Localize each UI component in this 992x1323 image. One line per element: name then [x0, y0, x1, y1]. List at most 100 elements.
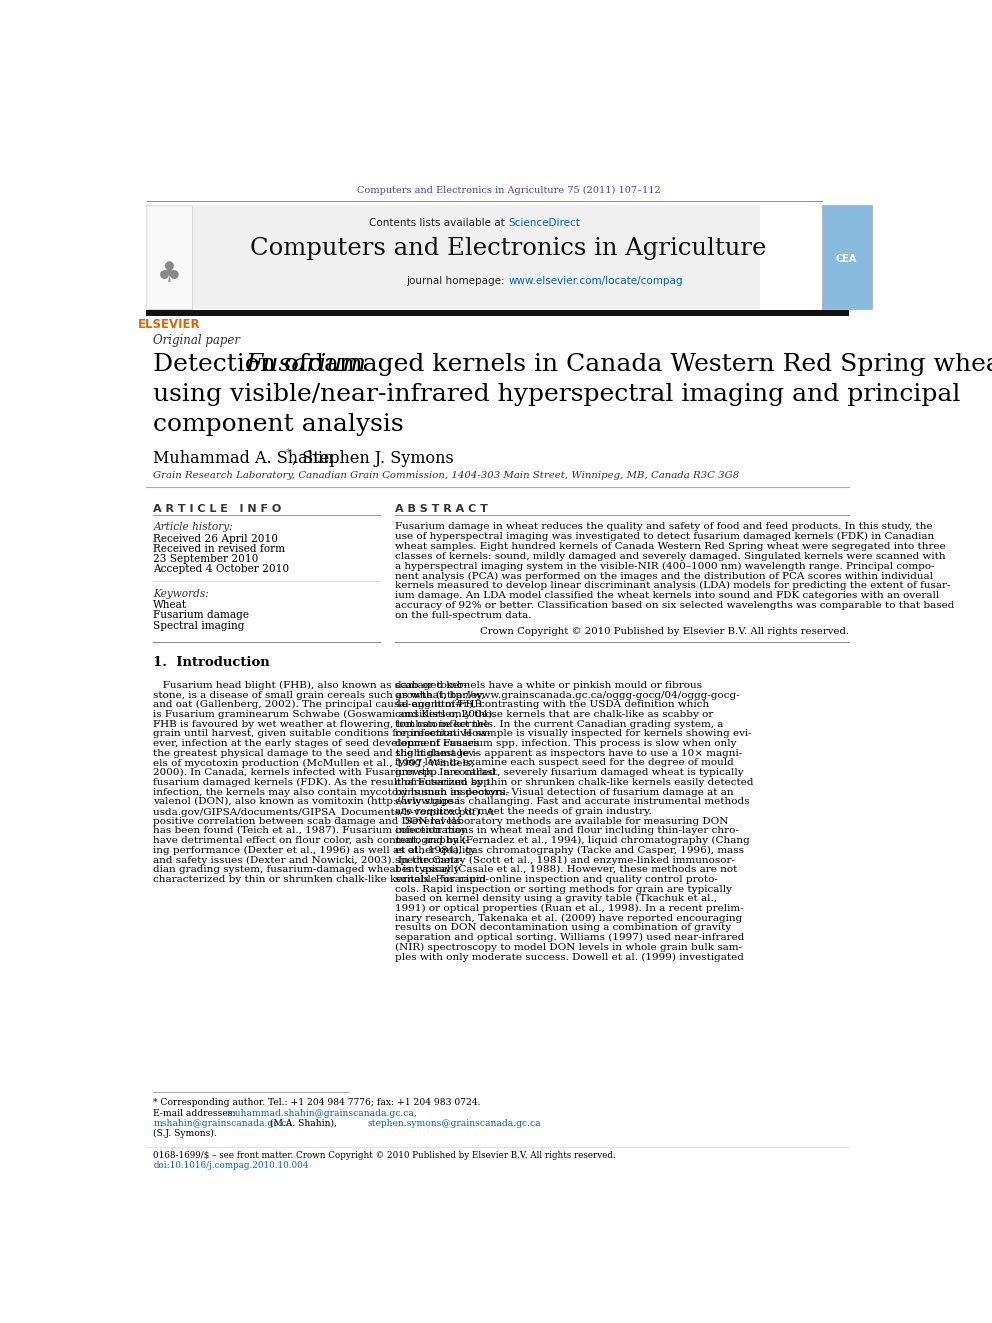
- Bar: [192, 205, 760, 308]
- Text: positive correlation between scab damage and DON levels: positive correlation between scab damage…: [154, 816, 461, 826]
- Text: results on DON decontamination using a combination of gravity: results on DON decontamination using a c…: [395, 923, 731, 933]
- Text: Grain Research Laboratory, Canadian Grain Commission, 1404-303 Main Street, Winn: Grain Research Laboratory, Canadian Grai…: [154, 471, 740, 480]
- Text: A R T I C L E   I N F O: A R T I C L E I N F O: [154, 504, 282, 513]
- Bar: [821, 205, 872, 308]
- Text: ever, infection at the early stages of seed development causes: ever, infection at the early stages of s…: [154, 740, 479, 747]
- Text: cols. Rapid inspection or sorting methods for grain are typically: cols. Rapid inspection or sorting method…: [395, 885, 732, 893]
- Text: characterized by thin or shrunken chalk-like kernels. Fusarium-: characterized by thin or shrunken chalk-…: [154, 875, 489, 884]
- Text: 2000). In Canada, kernels infected with Fusarium spp. are called: 2000). In Canada, kernels infected with …: [154, 769, 496, 778]
- Text: www.elsevier.com/locate/compag: www.elsevier.com/locate/compag: [509, 275, 682, 286]
- Text: doi:10.1016/j.compag.2010.10.004: doi:10.1016/j.compag.2010.10.004: [154, 1162, 309, 1171]
- Text: suitable for rapid online inspection and quality control proto-: suitable for rapid online inspection and…: [395, 875, 718, 884]
- Text: 1.  Introduction: 1. Introduction: [154, 656, 270, 669]
- Text: inary research, Takenaka et al. (2009) have reported encouraging: inary research, Takenaka et al. (2009) h…: [395, 914, 742, 923]
- Text: Computers and Electronics in Agriculture 75 (2011) 107–112: Computers and Electronics in Agriculture…: [356, 185, 661, 194]
- Text: ♣: ♣: [157, 261, 182, 288]
- Text: , Stephen J. Symons: , Stephen J. Symons: [292, 450, 453, 467]
- Text: Accepted 4 October 2010: Accepted 4 October 2010: [154, 564, 290, 574]
- Text: the greatest physical damage to the seed and the highest lev-: the greatest physical damage to the seed…: [154, 749, 478, 758]
- Text: have detrimental effect on flour color, ash content, and bak-: have detrimental effect on flour color, …: [154, 836, 469, 845]
- Text: 1991) or optical properties (Ruan et al., 1998). In a recent prelim-: 1991) or optical properties (Ruan et al.…: [395, 904, 744, 913]
- Text: Received 26 April 2010: Received 26 April 2010: [154, 533, 279, 544]
- Text: characterized by thin or shrunken chalk-like kernels easily detected: characterized by thin or shrunken chalk-…: [395, 778, 754, 787]
- Text: Fusarium damage in wheat reduces the quality and safety of food and feed product: Fusarium damage in wheat reduces the qua…: [395, 523, 932, 532]
- Text: is Fusarium graminearum Schwabe (Goswami and Kistler, 2004).: is Fusarium graminearum Schwabe (Goswami…: [154, 710, 496, 720]
- Text: dian grading system, fusarium-damaged wheat is typically: dian grading system, fusarium-damaged wh…: [154, 865, 460, 875]
- Text: Spectral imaging: Spectral imaging: [154, 620, 245, 631]
- Text: Fusarium damage: Fusarium damage: [154, 610, 249, 620]
- Text: separation and optical sorting. Williams (1997) used near-infrared: separation and optical sorting. Williams…: [395, 933, 745, 942]
- Text: ples with only moderate success. Dowell et al. (1999) investigated: ples with only moderate success. Dowell …: [395, 953, 744, 962]
- Text: Wheat: Wheat: [154, 599, 187, 610]
- Text: infection, the kernels may also contain mycotoxins such as deoxyni-: infection, the kernels may also contain …: [154, 787, 510, 796]
- Text: Detection of: Detection of: [154, 353, 316, 376]
- Text: els of mycotoxin production (McMullen et al., 1997; Windels,: els of mycotoxin production (McMullen et…: [154, 758, 475, 767]
- Text: using visible/near-infrared hyperspectral imaging and principal: using visible/near-infrared hyperspectra…: [154, 382, 961, 406]
- Text: Contents lists available at: Contents lists available at: [369, 218, 509, 228]
- Text: (S.J. Symons).: (S.J. Symons).: [154, 1129, 217, 1138]
- Text: accuracy of 92% or better. Classification based on six selected wavelengths was : accuracy of 92% or better. Classificatio…: [395, 601, 954, 610]
- Text: Muhammad A. Shahin: Muhammad A. Shahin: [154, 450, 339, 467]
- Text: * Corresponding author. Tel.: +1 204 984 7776; fax: +1 204 983 0724.: * Corresponding author. Tel.: +1 204 984…: [154, 1098, 481, 1107]
- Text: kernels measured to develop linear discriminant analysis (LDA) models for predic: kernels measured to develop linear discr…: [395, 581, 950, 590]
- Bar: [146, 311, 849, 316]
- Text: ium damage. An LDA model classified the wheat kernels into sound and FDK categor: ium damage. An LDA model classified the …: [395, 591, 939, 601]
- Text: Crown Copyright © 2010 Published by Elsevier B.V. All rights reserved.: Crown Copyright © 2010 Published by Else…: [480, 627, 849, 636]
- Text: on the full-spectrum data.: on the full-spectrum data.: [395, 611, 532, 620]
- Text: Computers and Electronics in Agriculture: Computers and Electronics in Agriculture: [250, 237, 767, 261]
- Text: fusarium damaged kernels (FDK). As the result of Fusarium spp.: fusarium damaged kernels (FDK). As the r…: [154, 778, 494, 787]
- Text: by human inspectors. Visual detection of fusarium damage at an: by human inspectors. Visual detection of…: [395, 787, 734, 796]
- Text: grain until harvest, given suitable conditions for infection. How-: grain until harvest, given suitable cond…: [154, 729, 491, 738]
- Text: ELSEVIER: ELSEVIER: [138, 318, 200, 331]
- Text: mshahin@grainscanada.gc.ca: mshahin@grainscanada.gc.ca: [154, 1119, 293, 1129]
- Text: muhammad.shahin@grainscanada.gc.ca,: muhammad.shahin@grainscanada.gc.ca,: [226, 1109, 418, 1118]
- Text: damaged kernels have a white or pinkish mould or fibrous: damaged kernels have a white or pinkish …: [395, 681, 702, 689]
- Text: growth. In contrast, severely fusarium damaged wheat is typically: growth. In contrast, severely fusarium d…: [395, 769, 744, 777]
- Text: damaged kernels in Canada Western Red Spring wheat: damaged kernels in Canada Western Red Sp…: [300, 353, 992, 376]
- Text: ing performance (Dexter et al., 1996) as well as other quality: ing performance (Dexter et al., 1996) as…: [154, 845, 476, 855]
- Text: and oat (Gallenberg, 2002). The principal causal agent of FHB: and oat (Gallenberg, 2002). The principa…: [154, 700, 482, 709]
- Text: component analysis: component analysis: [154, 413, 404, 435]
- Text: concentrations in wheat meal and flour including thin-layer chro-: concentrations in wheat meal and flour i…: [395, 827, 739, 835]
- Text: ScienceDirect: ScienceDirect: [509, 218, 580, 228]
- Text: CEA: CEA: [835, 254, 857, 263]
- Text: stone, is a disease of small grain cereals such as wheat, barley,: stone, is a disease of small grain cerea…: [154, 691, 485, 700]
- Text: Fusarium head blight (FHB), also known as scab or tomb-: Fusarium head blight (FHB), also known a…: [154, 681, 467, 691]
- Text: fying lens to examine each suspect seed for the degree of mould: fying lens to examine each suspect seed …: [395, 758, 734, 767]
- Text: (NIR) spectroscopy to model DON levels in whole grain bulk sam-: (NIR) spectroscopy to model DON levels i…: [395, 943, 742, 953]
- Text: growth (http://www.grainscanada.gc.ca/oggg-gocg/04/oggg-gocg-: growth (http://www.grainscanada.gc.ca/og…: [395, 691, 740, 700]
- Text: journal homepage:: journal homepage:: [407, 275, 509, 286]
- Text: stephen.symons@grainscanada.gc.ca: stephen.symons@grainscanada.gc.ca: [367, 1119, 541, 1129]
- Text: valenol (DON), also known as vomitoxin (http://www.gipsa.: valenol (DON), also known as vomitoxin (…: [154, 798, 464, 807]
- Text: 0168-1699/$ – see front matter. Crown Copyright © 2010 Published by Elsevier B.V: 0168-1699/$ – see front matter. Crown Co…: [154, 1151, 616, 1159]
- Text: bent assay (Casale et al., 1988). However, these methods are not: bent assay (Casale et al., 1988). Howeve…: [395, 865, 738, 875]
- Text: wheat samples. Eight hundred kernels of Canada Western Red Spring wheat were seg: wheat samples. Eight hundred kernels of …: [395, 542, 946, 550]
- Text: dence of Fusarium spp. infection. This process is slow when only: dence of Fusarium spp. infection. This p…: [395, 740, 737, 747]
- Text: use of hyperspectral imaging was investigated to detect fusarium damaged kernels: use of hyperspectral imaging was investi…: [395, 532, 934, 541]
- Text: early stage is challanging. Fast and accurate instrumental methods: early stage is challanging. Fast and acc…: [395, 798, 750, 806]
- Text: Several laboratory methods are available for measuring DON: Several laboratory methods are available…: [395, 816, 729, 826]
- Text: et al., 1984), gas chromatography (Tacke and Casper, 1996), mass: et al., 1984), gas chromatography (Tacke…: [395, 845, 744, 855]
- Text: matography (Fernadez et al., 1994), liquid chromatography (Chang: matography (Fernadez et al., 1994), liqu…: [395, 836, 750, 845]
- Text: *: *: [286, 447, 292, 458]
- Text: 4e-eng.htm#r), contrasting with the USDA definition which: 4e-eng.htm#r), contrasting with the USDA…: [395, 700, 709, 709]
- Text: representative sample is visually inspected for kernels showing evi-: representative sample is visually inspec…: [395, 729, 752, 738]
- Text: A B S T R A C T: A B S T R A C T: [395, 504, 488, 513]
- Text: Original paper: Original paper: [154, 335, 240, 348]
- Text: are required to meet the needs of grain industry.: are required to meet the needs of grain …: [395, 807, 652, 816]
- Text: spectrometry (Scott et al., 1981) and enzyme-linked immunosor-: spectrometry (Scott et al., 1981) and en…: [395, 856, 735, 865]
- Text: considers only those kernels that are chalk-like as scabby or: considers only those kernels that are ch…: [395, 710, 713, 718]
- Text: Fusarium: Fusarium: [245, 353, 366, 376]
- Bar: [146, 205, 192, 308]
- Text: usda.gov/GIPSA/documents/GIPSA_Documents/b-vomitox.pdf). A: usda.gov/GIPSA/documents/GIPSA_Documents…: [154, 807, 494, 816]
- Text: Article history:: Article history:: [154, 523, 233, 532]
- Text: E-mail addresses:: E-mail addresses:: [154, 1109, 239, 1118]
- Text: Keywords:: Keywords:: [154, 589, 209, 599]
- Text: based on kernel density using a gravity table (Tkachuk et al.,: based on kernel density using a gravity …: [395, 894, 717, 904]
- Text: classes of kernels: sound, mildly damaged and severely damaged. Singulated kerne: classes of kernels: sound, mildly damage…: [395, 552, 946, 561]
- Text: 23 September 2010: 23 September 2010: [154, 554, 259, 564]
- Text: FHB is favoured by wet weather at flowering, but can infect the: FHB is favoured by wet weather at flower…: [154, 720, 490, 729]
- Text: has been found (Teich et al., 1987). Fusarium infection may: has been found (Teich et al., 1987). Fus…: [154, 827, 467, 836]
- Text: nent analysis (PCA) was performed on the images and the distribution of PCA scor: nent analysis (PCA) was performed on the…: [395, 572, 933, 581]
- Text: a hyperspectral imaging system in the visible-NIR (400–1000 nm) wavelength range: a hyperspectral imaging system in the vi…: [395, 562, 934, 570]
